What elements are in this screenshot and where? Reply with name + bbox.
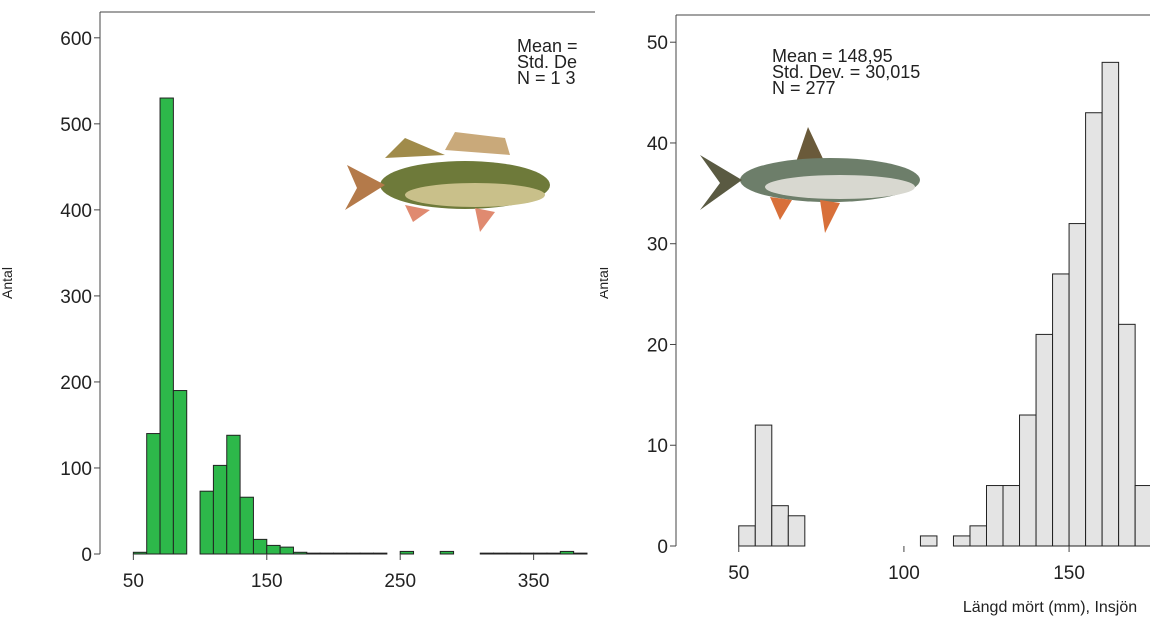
bar [772, 506, 789, 546]
page: 010020030040050060050150250350Mean =Std.… [0, 0, 1150, 617]
x-tick-label: 350 [518, 571, 550, 592]
bar [173, 391, 186, 554]
bar [320, 553, 333, 554]
bar [755, 425, 772, 546]
bar [267, 545, 280, 554]
y-tick-label: 50 [647, 33, 668, 54]
roach-illustration [700, 127, 920, 233]
stat-line: N = 277 [772, 78, 836, 98]
y-tick-label: 200 [60, 373, 92, 394]
bar [520, 553, 533, 554]
bar [1053, 274, 1070, 546]
y-tick-label: 0 [81, 545, 92, 566]
bar [227, 435, 240, 554]
bar [240, 497, 253, 554]
bar [953, 536, 970, 546]
perch-illustration [345, 132, 550, 232]
y-tick-label: 500 [60, 115, 92, 136]
bar [440, 551, 453, 554]
bar [307, 553, 320, 554]
bar [547, 553, 560, 554]
y-tick-label: 0 [657, 537, 668, 558]
x-tick-label: 50 [728, 563, 749, 584]
x-tick-label: 100 [888, 563, 920, 584]
bar [1003, 486, 1020, 546]
bar [374, 553, 387, 554]
y-tick-label: 400 [60, 201, 92, 222]
y-tick-label: 20 [647, 335, 668, 356]
bar [293, 552, 306, 554]
bar [507, 553, 520, 554]
bar [480, 553, 493, 554]
bar [1086, 113, 1103, 546]
bar [788, 516, 805, 546]
x-tick-label: 250 [384, 571, 416, 592]
bar [347, 553, 360, 554]
x-axis-label: Längd mört (mm), Insjön [963, 599, 1137, 616]
y-tick-label: 100 [60, 459, 92, 480]
bar [1102, 62, 1119, 546]
y-tick-label: 300 [60, 287, 92, 308]
bar [200, 491, 213, 554]
x-tick-label: 50 [123, 571, 144, 592]
bar [970, 526, 987, 546]
bar [920, 536, 937, 546]
bar [986, 486, 1003, 546]
bar [1020, 415, 1037, 546]
bar [213, 465, 226, 554]
y-tick-label: 600 [60, 29, 92, 50]
bar [739, 526, 756, 546]
y-tick-label: 10 [647, 436, 668, 457]
bar [280, 547, 293, 554]
bar [133, 552, 146, 554]
x-tick-label: 150 [1053, 563, 1085, 584]
bar [534, 553, 547, 554]
x-tick-label: 150 [251, 571, 283, 592]
bar [1119, 324, 1136, 546]
bar [1135, 486, 1150, 546]
bar [160, 98, 173, 554]
bar [1069, 224, 1086, 546]
bar [400, 551, 413, 554]
y-tick-label: 40 [647, 134, 668, 155]
bar [360, 553, 373, 554]
y-axis-label: Antal [600, 267, 611, 299]
bar [494, 553, 507, 554]
bar [574, 553, 587, 554]
bar [253, 539, 266, 554]
stat-line: N = 1 3 [517, 68, 576, 88]
bar [1036, 334, 1053, 546]
y-axis-label: Antal [0, 267, 15, 299]
bar [147, 434, 160, 554]
bar [560, 551, 573, 554]
y-tick-label: 30 [647, 235, 668, 256]
bar [333, 553, 346, 554]
